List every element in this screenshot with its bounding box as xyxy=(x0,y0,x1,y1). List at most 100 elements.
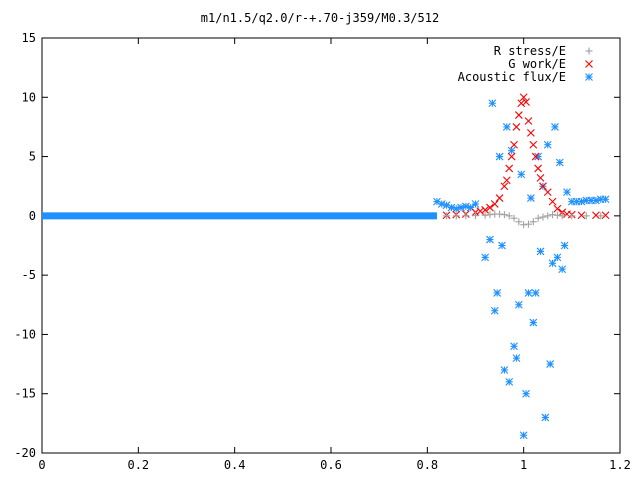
marker-stroke xyxy=(466,203,475,212)
marker-stroke xyxy=(543,140,552,149)
marker-stroke xyxy=(551,123,559,131)
data-point xyxy=(510,342,518,351)
marker-stroke xyxy=(536,174,545,182)
plot-area xyxy=(42,93,610,440)
data-point xyxy=(520,221,528,229)
marker-stroke xyxy=(527,128,535,137)
marker-stroke xyxy=(534,164,543,173)
marker-stroke xyxy=(529,318,538,327)
y-axis: -20 -15 -10 -5 0 5 10 15 xyxy=(14,31,620,460)
marker-stroke xyxy=(442,201,451,210)
marker-stroke xyxy=(536,247,545,256)
x-tick-label: 0 xyxy=(38,458,45,472)
marker-stroke xyxy=(512,123,521,131)
marker-stroke xyxy=(548,197,557,206)
data-point xyxy=(568,212,576,220)
acoustic-flux-baseline xyxy=(42,212,437,220)
data-point xyxy=(553,204,562,213)
marker-stroke xyxy=(490,306,499,315)
data-point xyxy=(524,117,533,125)
data-point xyxy=(498,241,506,250)
data-point xyxy=(437,200,446,208)
data-point xyxy=(555,158,564,167)
x-tick-label: 1.2 xyxy=(609,458,631,472)
marker-stroke xyxy=(577,211,586,220)
data-point xyxy=(563,188,571,197)
y-tick-label: -5 xyxy=(22,268,36,282)
data-point xyxy=(592,196,600,205)
marker-stroke xyxy=(563,188,571,197)
data-point xyxy=(582,212,590,220)
data-point xyxy=(493,289,502,297)
marker-stroke xyxy=(517,99,526,108)
marker-stroke xyxy=(529,140,538,149)
marker-stroke xyxy=(476,207,485,216)
data-point xyxy=(512,354,521,363)
data-point xyxy=(546,360,555,368)
data-point xyxy=(519,93,528,102)
data-point xyxy=(522,389,530,398)
y-tick-label: -10 xyxy=(14,327,36,341)
data-point xyxy=(505,377,514,386)
plot-frame xyxy=(41,37,621,454)
marker-stroke xyxy=(531,152,540,161)
data-point xyxy=(560,241,569,250)
data-point xyxy=(543,140,552,149)
y-tick-label: 15 xyxy=(22,31,36,45)
marker-stroke xyxy=(457,203,465,212)
data-point xyxy=(522,98,530,106)
y-tick-label: 0 xyxy=(29,209,36,223)
marker-stroke xyxy=(510,140,518,149)
y-tick-label: 5 xyxy=(29,150,36,164)
marker-stroke xyxy=(514,300,523,309)
y-tick-label: 10 xyxy=(22,90,36,104)
data-point xyxy=(481,211,489,219)
data-point xyxy=(505,212,513,220)
data-point xyxy=(527,194,535,202)
y-tick-label: -15 xyxy=(14,387,36,401)
data-point xyxy=(529,218,537,226)
marker-stroke xyxy=(585,73,593,81)
data-point xyxy=(461,202,470,211)
data-point xyxy=(517,99,526,108)
legend-label: G work/E xyxy=(508,57,566,71)
legend-label: Acoustic flux/E xyxy=(458,70,566,84)
data-point xyxy=(529,140,538,149)
data-point xyxy=(558,212,566,220)
marker-stroke xyxy=(553,253,562,262)
y-tick-label: -20 xyxy=(14,446,36,460)
marker-stroke xyxy=(481,206,490,214)
data-point xyxy=(534,214,542,222)
data-point xyxy=(601,195,610,204)
marker-stroke xyxy=(507,152,516,161)
marker-stroke xyxy=(541,413,550,422)
marker-stroke xyxy=(601,195,610,204)
data-point xyxy=(515,218,523,226)
marker-stroke xyxy=(502,176,511,185)
data-point xyxy=(551,123,559,131)
marker-stroke xyxy=(505,164,514,173)
marker-stroke xyxy=(500,182,509,191)
data-point xyxy=(539,182,547,191)
data-point xyxy=(536,247,545,256)
data-point xyxy=(481,206,490,214)
data-point xyxy=(471,200,480,208)
data-point xyxy=(447,203,456,212)
marker-stroke xyxy=(534,152,543,161)
marker-stroke xyxy=(555,158,564,167)
data-point xyxy=(510,214,518,222)
marker-stroke xyxy=(510,342,518,351)
data-point xyxy=(496,210,504,218)
marker-stroke xyxy=(601,211,610,220)
marker-stroke xyxy=(490,200,499,208)
legend-marker xyxy=(585,60,593,68)
marker-stroke xyxy=(524,117,533,125)
data-point xyxy=(502,123,511,131)
data-point xyxy=(476,207,485,216)
x-tick-label: 0.4 xyxy=(224,458,246,472)
data-point xyxy=(507,152,516,161)
marker-stroke xyxy=(592,211,600,220)
data-point xyxy=(519,431,528,440)
